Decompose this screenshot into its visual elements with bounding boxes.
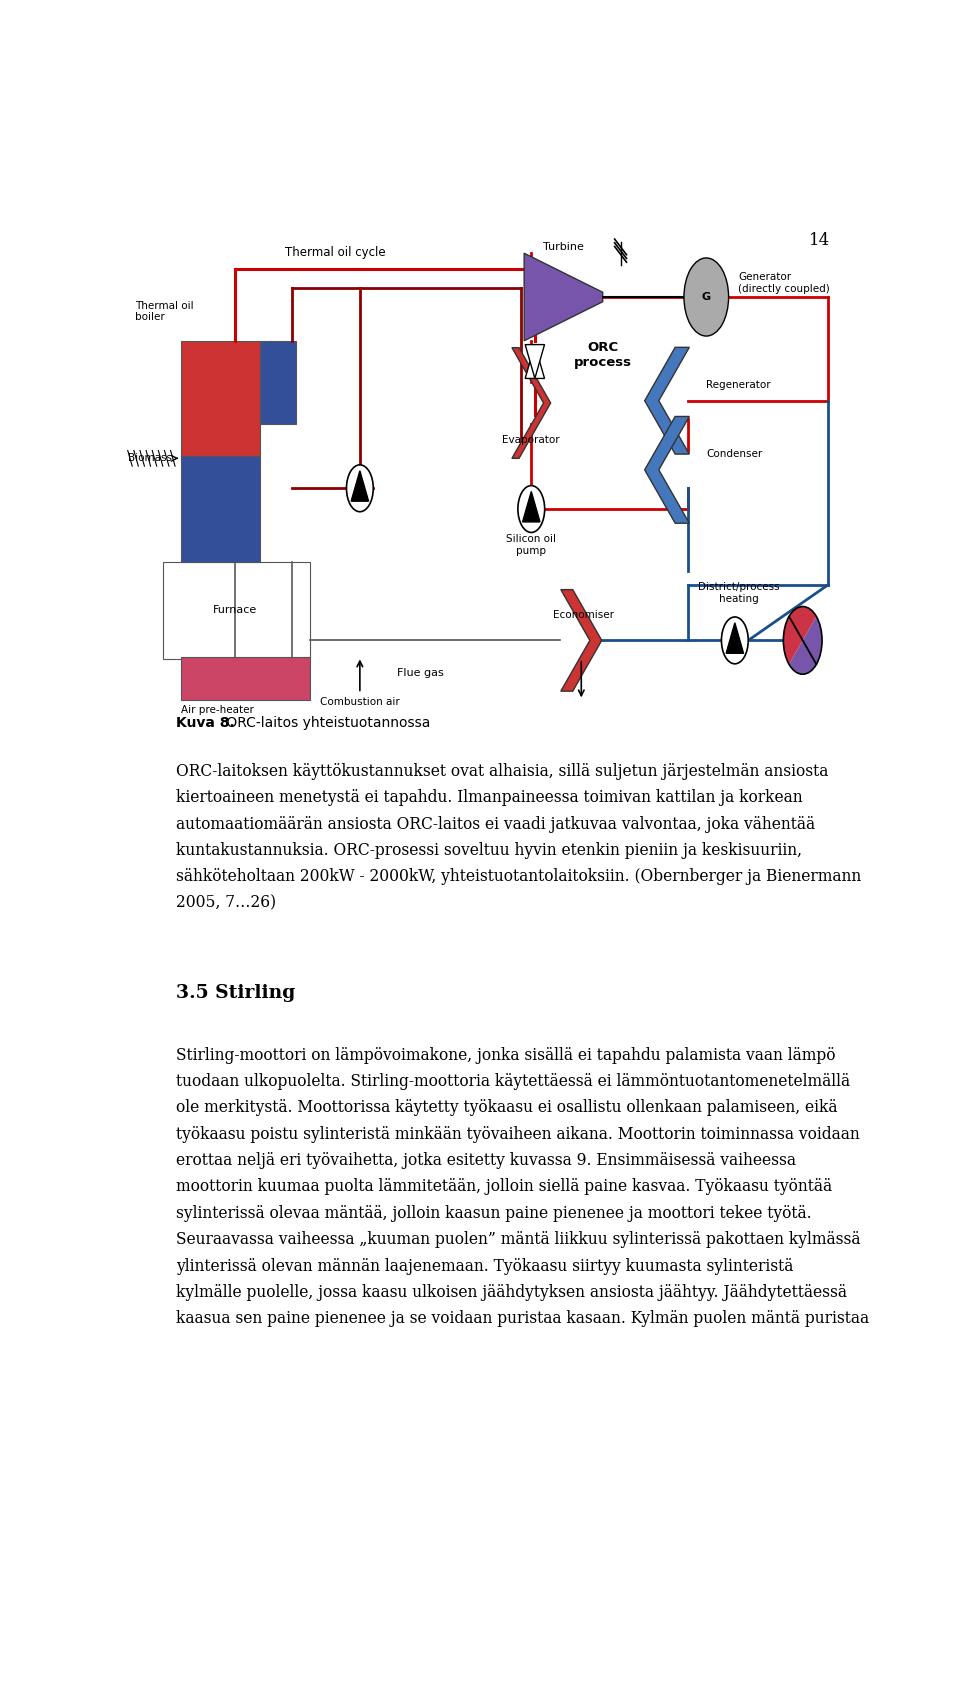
- Polygon shape: [561, 590, 602, 692]
- Polygon shape: [726, 622, 744, 653]
- Wedge shape: [783, 607, 816, 665]
- Text: Condenser: Condenser: [707, 448, 762, 458]
- Polygon shape: [645, 416, 689, 523]
- Text: Evaporator: Evaporator: [502, 435, 560, 445]
- FancyBboxPatch shape: [163, 561, 310, 659]
- Text: Kuva 8.: Kuva 8.: [176, 715, 234, 731]
- Polygon shape: [522, 492, 540, 523]
- Text: Biomass: Biomass: [128, 453, 172, 463]
- Polygon shape: [525, 345, 544, 379]
- Polygon shape: [525, 345, 544, 379]
- Text: Economiser: Economiser: [553, 610, 613, 619]
- Text: Furnace: Furnace: [213, 605, 257, 616]
- Text: Regenerator: Regenerator: [707, 379, 771, 389]
- Text: Generator
(directly coupled): Generator (directly coupled): [738, 272, 830, 294]
- Polygon shape: [524, 254, 603, 342]
- Circle shape: [347, 465, 373, 512]
- Circle shape: [684, 259, 729, 337]
- Text: 14: 14: [809, 232, 830, 249]
- Text: ORC
process: ORC process: [574, 342, 632, 369]
- Text: Combustion air: Combustion air: [320, 697, 399, 707]
- Polygon shape: [512, 348, 551, 458]
- Text: 3.5 Stirling: 3.5 Stirling: [176, 984, 295, 1003]
- Text: Air pre-heater: Air pre-heater: [181, 705, 254, 715]
- FancyBboxPatch shape: [260, 342, 296, 424]
- Text: District/process
heating: District/process heating: [698, 582, 780, 604]
- Circle shape: [722, 617, 748, 665]
- Text: G: G: [702, 293, 710, 303]
- Text: Flue gas: Flue gas: [397, 668, 444, 678]
- Circle shape: [517, 485, 544, 533]
- Text: Silicon oil
pump: Silicon oil pump: [506, 534, 556, 556]
- FancyBboxPatch shape: [181, 342, 260, 457]
- Text: Stirling-moottori on lämpövoimakone, jonka sisällä ei tapahdu palamista vaan läm: Stirling-moottori on lämpövoimakone, jon…: [176, 1047, 869, 1327]
- Text: Thermal oil cycle: Thermal oil cycle: [284, 247, 385, 259]
- Text: Turbine: Turbine: [543, 242, 584, 252]
- Polygon shape: [351, 470, 369, 501]
- Text: ORC-laitoksen käyttökustannukset ovat alhaisia, sillä suljetun järjestelmän ansi: ORC-laitoksen käyttökustannukset ovat al…: [176, 763, 861, 911]
- Wedge shape: [789, 617, 822, 675]
- Polygon shape: [645, 347, 689, 455]
- FancyBboxPatch shape: [181, 457, 260, 561]
- FancyBboxPatch shape: [181, 656, 310, 700]
- Text: ORC-laitos yhteistuotannossa: ORC-laitos yhteistuotannossa: [222, 715, 430, 731]
- Text: Thermal oil
boiler: Thermal oil boiler: [134, 301, 194, 323]
